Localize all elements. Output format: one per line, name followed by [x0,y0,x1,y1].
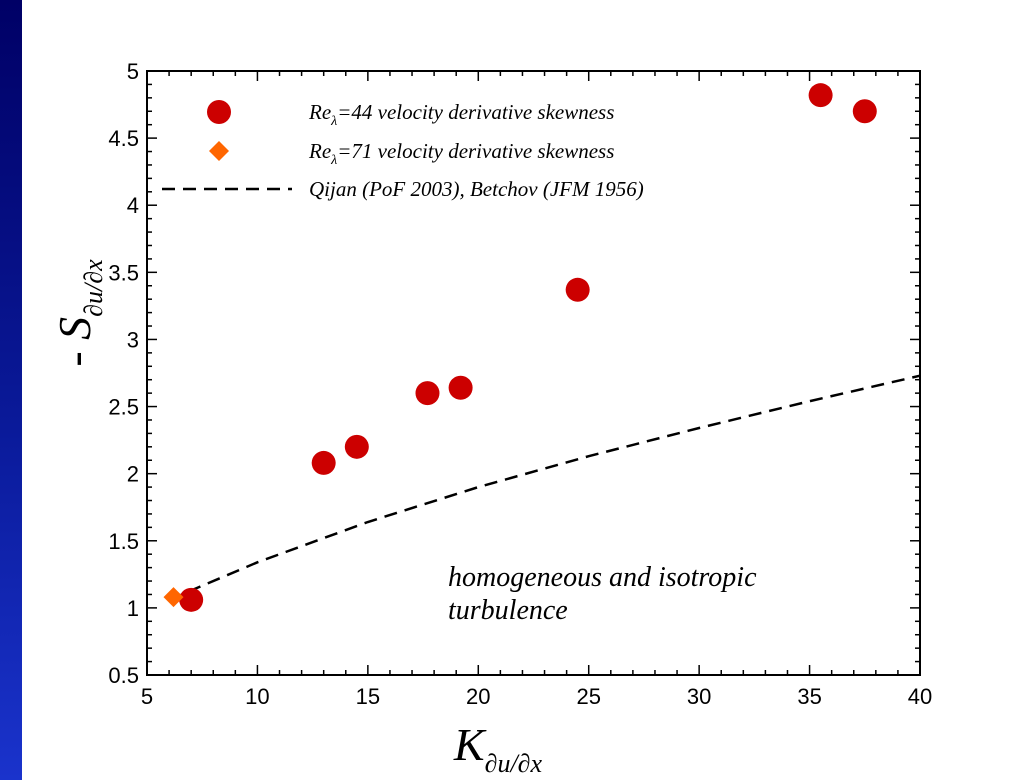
data-point-series-1 [163,587,184,608]
y-tick-label: 5 [127,59,139,84]
slide-background: 5 10 15 20 25 30 35 40 0.5 1 1.5 2 2.5 3 3.5 4 4.5 5 K∂u/∂… [22,0,1025,780]
y-tick-label: 4 [127,193,139,218]
data-point-series-0 [448,375,473,400]
data-point-series-0 [179,587,204,612]
x-tick-label: 30 [687,684,711,709]
data-point-series-0 [415,381,440,406]
legend-label-2: Qijan (PoF 2003), Betchov (JFM 1956) [309,177,644,201]
data-point-series-0 [565,277,590,302]
legend-label-0: Reλ=44 velocity derivative skewness [308,100,614,129]
x-tick-label: 40 [908,684,932,709]
x-tick-label: 15 [356,684,380,709]
x-axis-title: K∂u/∂x [453,719,543,778]
y-tick-label: 2 [127,462,139,487]
annotation-line-1: turbulence [448,595,568,626]
x-tick-label: 35 [797,684,821,709]
y-tick-label: 4.5 [108,126,139,151]
x-tick-label: 10 [245,684,269,709]
y-tick-label: 1 [127,596,139,621]
x-tick-label: 20 [466,684,490,709]
x-tick-label: 25 [576,684,600,709]
data-point-series-0 [852,99,877,124]
series-line-2 [168,374,921,601]
x-tick-label: 5 [141,684,153,709]
y-axis-title: - S∂u/∂x [49,259,108,367]
plot-frame [146,70,921,676]
annotation-line-0: homogeneous and isotropic [448,562,757,593]
y-tick-label: 3.5 [108,260,139,285]
legend-marker-1 [209,141,229,161]
y-tick-label: 2.5 [108,395,139,420]
legend-label-1: Reλ=71 velocity derivative skewness [308,139,614,168]
legend-marker-0 [207,100,231,124]
data-point-series-0 [311,450,336,475]
data-point-series-0 [344,434,369,459]
skewness-chart: 5 10 15 20 25 30 35 40 0.5 1 1.5 2 2.5 3 3.5 4 4.5 5 K∂u/∂… [49,59,932,778]
data-point-series-0 [808,83,833,108]
y-tick-label: 1.5 [108,529,139,554]
y-tick-label: 3 [127,327,139,352]
y-tick-label: 0.5 [108,663,139,688]
